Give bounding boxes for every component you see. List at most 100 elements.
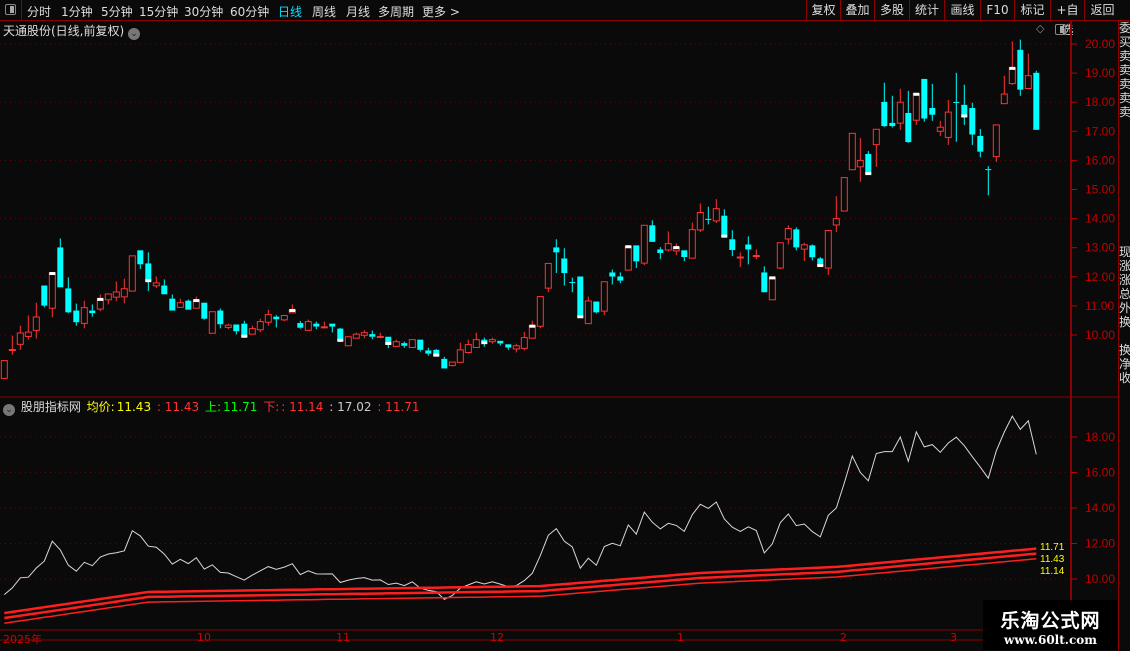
candle[interactable]	[696, 203, 704, 232]
candle[interactable]	[561, 248, 568, 286]
candle[interactable]	[640, 224, 648, 266]
candle[interactable]	[224, 323, 232, 330]
candle[interactable]	[520, 331, 528, 351]
candle[interactable]	[1008, 41, 1016, 85]
candle[interactable]	[961, 84, 968, 125]
candle[interactable]	[273, 315, 280, 328]
candle[interactable]	[248, 325, 256, 335]
candle[interactable]	[441, 356, 448, 369]
tab-period-5[interactable]: 60分钟	[230, 5, 270, 19]
candle[interactable]	[577, 276, 584, 318]
candle[interactable]	[657, 247, 664, 260]
candle[interactable]	[256, 318, 264, 333]
candle[interactable]	[32, 302, 40, 339]
chevron-down-icon[interactable]: ⌄	[128, 28, 141, 40]
candle[interactable]	[297, 321, 304, 329]
candle[interactable]	[553, 239, 560, 274]
candle[interactable]	[664, 231, 672, 252]
candle[interactable]	[65, 277, 72, 314]
candle[interactable]	[497, 340, 504, 346]
candle[interactable]	[544, 262, 552, 293]
candle[interactable]	[584, 296, 592, 325]
candle[interactable]	[161, 279, 168, 295]
candle[interactable]	[425, 347, 432, 356]
candle[interactable]	[417, 339, 424, 352]
candle[interactable]	[681, 250, 688, 262]
candle[interactable]	[872, 128, 880, 167]
candle[interactable]	[736, 252, 744, 267]
candle[interactable]	[16, 325, 24, 350]
candle[interactable]	[761, 266, 768, 293]
candle[interactable]	[313, 321, 320, 330]
candle[interactable]	[752, 249, 760, 260]
candle[interactable]	[536, 296, 544, 329]
candle[interactable]	[73, 303, 80, 326]
candle[interactable]	[488, 337, 496, 344]
candle[interactable]	[464, 339, 472, 354]
candle[interactable]	[264, 309, 272, 326]
candle[interactable]	[721, 209, 728, 237]
candle[interactable]	[889, 95, 896, 128]
candle[interactable]	[729, 230, 736, 257]
candle[interactable]	[57, 238, 64, 288]
candle[interactable]	[392, 339, 400, 347]
candle[interactable]	[401, 341, 408, 348]
candle[interactable]	[569, 277, 576, 293]
candle[interactable]	[360, 330, 368, 339]
sidebar-toggle-button[interactable]	[0, 0, 22, 21]
candle[interactable]	[89, 304, 96, 317]
panel-toggle-icon[interactable]	[1055, 24, 1066, 35]
candle[interactable]	[185, 299, 192, 310]
diamond-icon[interactable]: ◇	[1036, 22, 1045, 35]
candle[interactable]	[304, 319, 312, 331]
candle[interactable]	[776, 242, 784, 270]
candle[interactable]	[48, 272, 56, 318]
candle[interactable]	[1033, 70, 1040, 130]
candle[interactable]	[824, 230, 832, 276]
candle[interactable]	[329, 323, 336, 333]
candle[interactable]	[233, 324, 240, 335]
candle[interactable]	[0, 360, 8, 379]
candle[interactable]	[848, 132, 856, 171]
candle[interactable]	[217, 308, 224, 329]
tab-period-0[interactable]: 分时	[27, 5, 52, 19]
candle[interactable]	[953, 72, 960, 142]
candle[interactable]	[865, 151, 872, 175]
candle[interactable]	[176, 298, 184, 308]
candle[interactable]	[784, 225, 792, 245]
toolbar-button-4[interactable]: 画线	[944, 0, 980, 21]
toolbar-button-8[interactable]: 返回	[1084, 0, 1120, 21]
candle[interactable]	[745, 236, 752, 265]
chevron-down-icon[interactable]: ⌄	[3, 404, 15, 416]
candle[interactable]	[433, 348, 440, 356]
candle[interactable]	[672, 243, 680, 256]
candle[interactable]	[112, 281, 120, 302]
candle[interactable]	[96, 294, 104, 312]
candle[interactable]	[809, 244, 816, 261]
candle[interactable]	[929, 83, 936, 121]
tab-period-2[interactable]: 5分钟	[101, 5, 133, 19]
candle[interactable]	[192, 296, 200, 309]
candle[interactable]	[376, 332, 384, 338]
toolbar-button-6[interactable]: 标记	[1014, 0, 1050, 21]
tab-period-8[interactable]: 月线	[346, 5, 371, 19]
candle[interactable]	[8, 335, 16, 355]
candle[interactable]	[881, 82, 888, 127]
candle[interactable]	[633, 245, 640, 269]
candle[interactable]	[41, 285, 48, 308]
toolbar-button-5[interactable]: F10	[980, 0, 1014, 21]
candle[interactable]	[369, 330, 376, 340]
candle[interactable]	[408, 339, 416, 349]
candle[interactable]	[936, 120, 944, 136]
candle[interactable]	[145, 252, 152, 292]
candle[interactable]	[817, 257, 824, 267]
candle[interactable]	[600, 281, 608, 316]
candle[interactable]	[448, 361, 456, 367]
candle[interactable]	[472, 332, 480, 349]
tab-period-3[interactable]: 15分钟	[139, 5, 179, 19]
candle[interactable]	[593, 301, 600, 314]
candle[interactable]	[344, 336, 352, 347]
tab-period-7[interactable]: 周线	[312, 5, 337, 19]
candle[interactable]	[128, 255, 136, 292]
